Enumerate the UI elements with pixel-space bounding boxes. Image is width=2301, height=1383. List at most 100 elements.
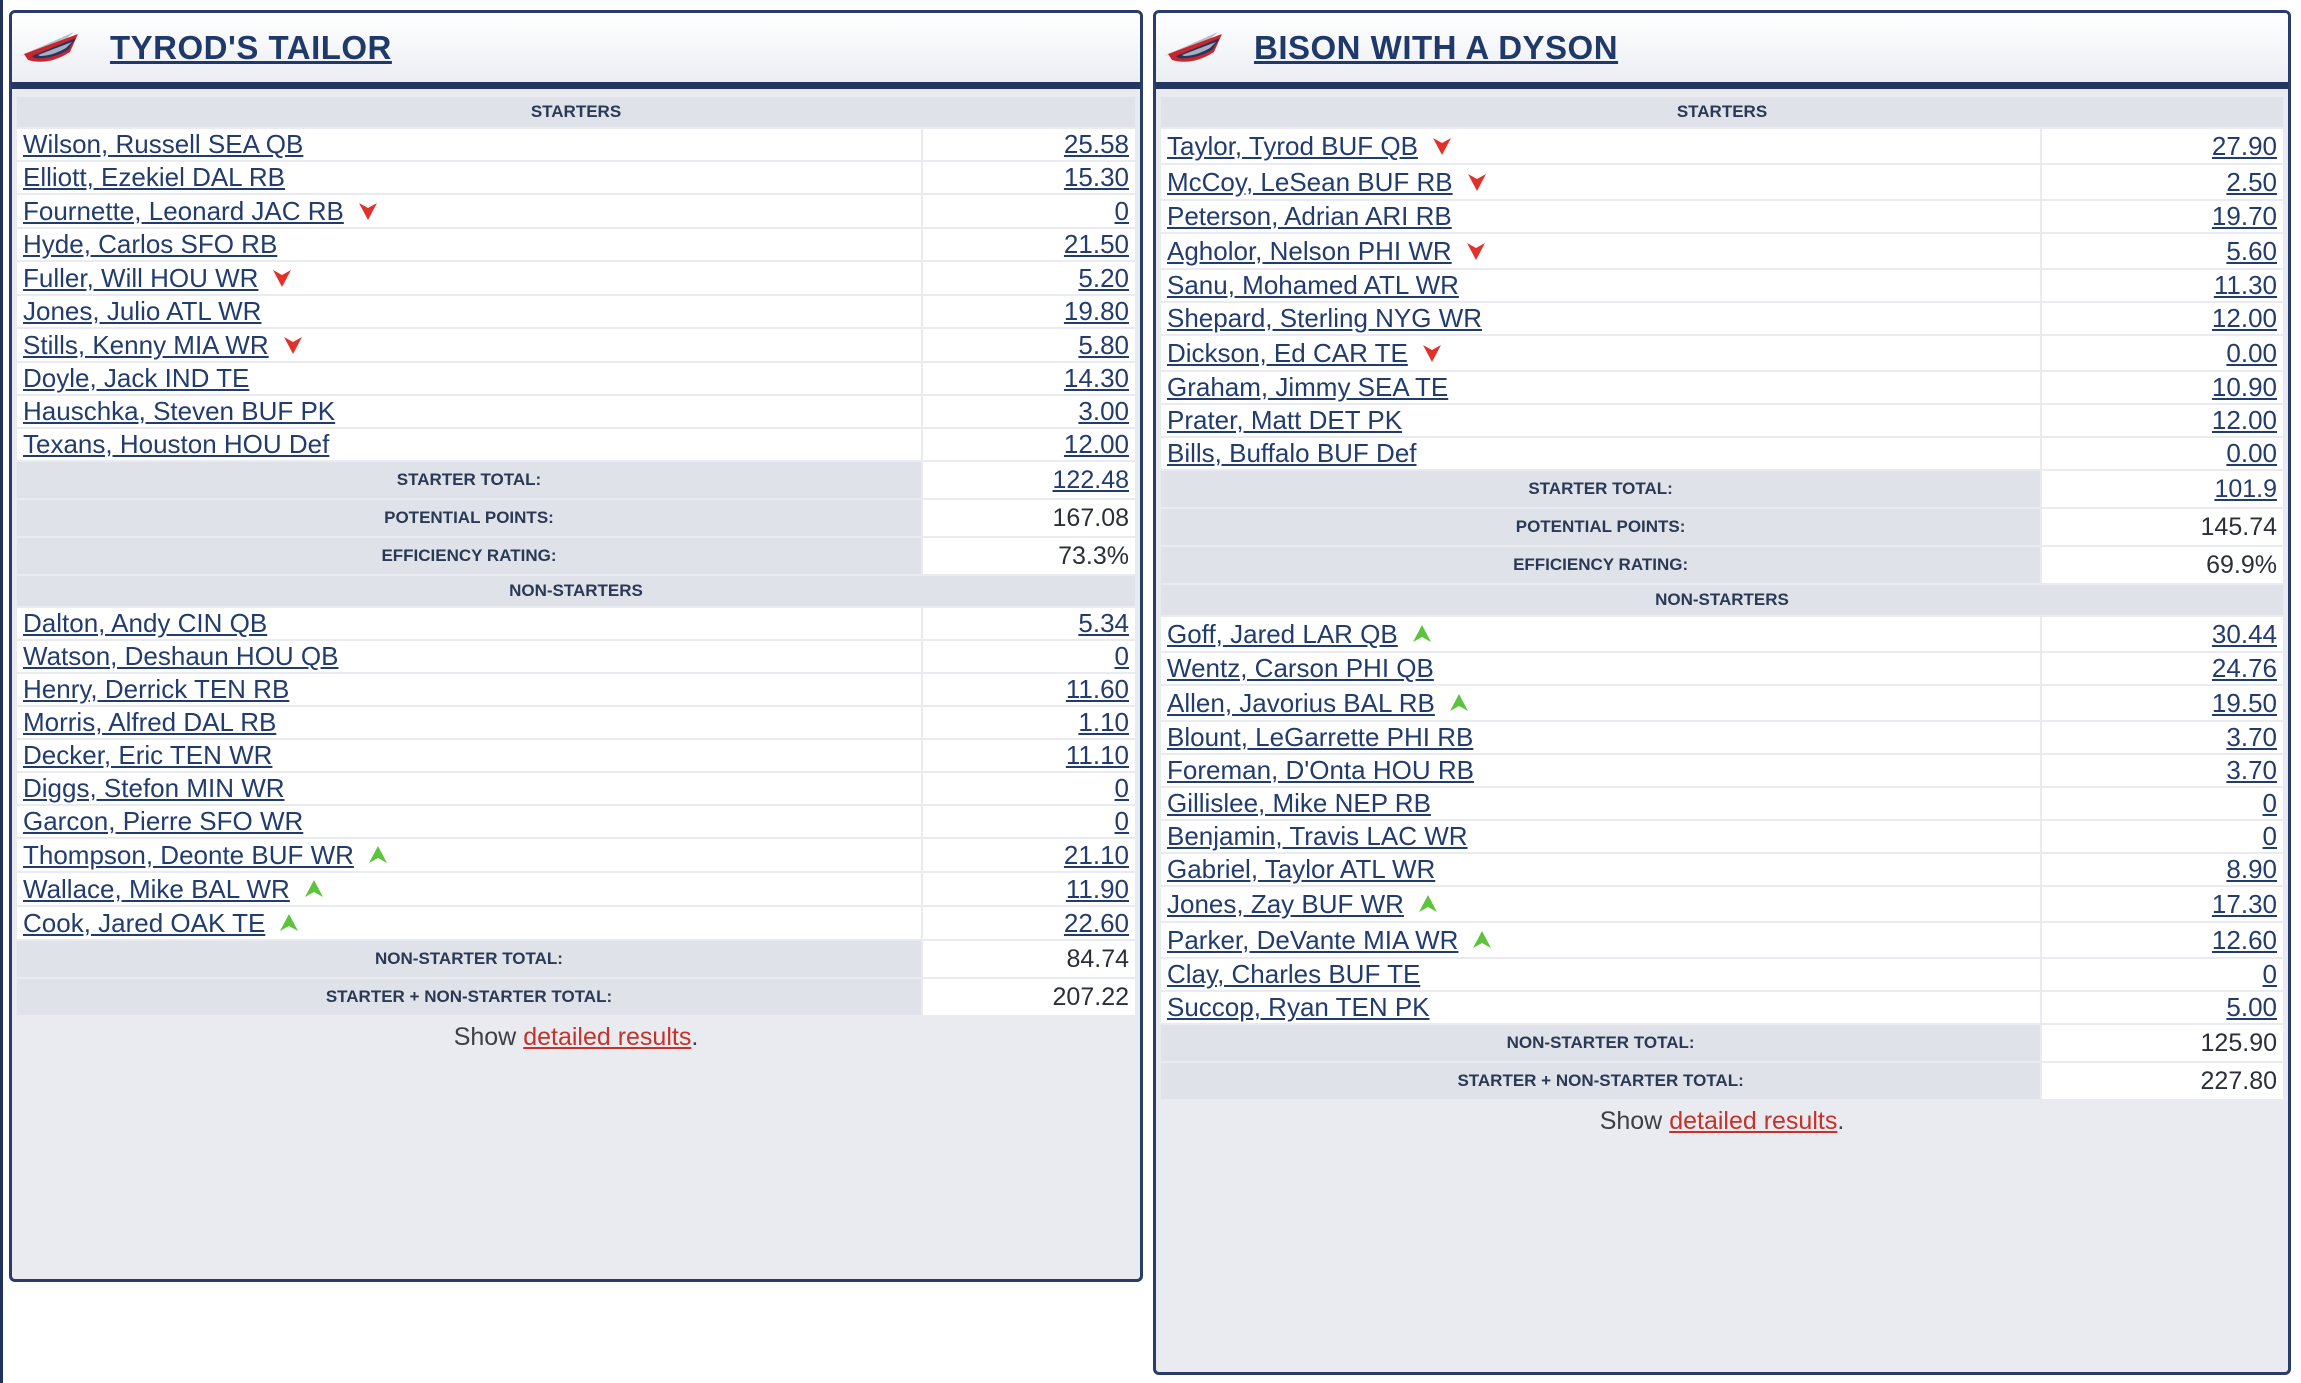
detailed-results-link[interactable]: detailed results bbox=[1669, 1107, 1838, 1135]
points-cell: 22.60 bbox=[922, 907, 1135, 939]
player-points-link[interactable]: 24.76 bbox=[2211, 653, 2277, 683]
player-name-link[interactable]: Elliott, Ezekiel DAL RB bbox=[23, 162, 286, 192]
player-points-link[interactable]: 0 bbox=[2262, 821, 2277, 851]
player-row: Foreman, D'Onta HOU RB 3.70 bbox=[1161, 755, 2283, 786]
player-points-link[interactable]: 25.58 bbox=[1063, 129, 1129, 159]
player-name-link[interactable]: Thompson, Deonte BUF WR bbox=[23, 839, 354, 870]
player-name-link[interactable]: Taylor, Tyrod BUF QB bbox=[1167, 130, 1418, 161]
player-points-link[interactable]: 11.90 bbox=[1065, 873, 1129, 904]
player-name-link[interactable]: Jones, Zay BUF WR bbox=[1167, 888, 1404, 919]
player-points-link[interactable]: 12.00 bbox=[2211, 405, 2277, 435]
player-name-link[interactable]: Decker, Eric TEN WR bbox=[23, 740, 273, 770]
player-name-link[interactable]: Parker, DeVante MIA WR bbox=[1167, 924, 1459, 955]
player-points-link[interactable]: 11.30 bbox=[2213, 270, 2277, 300]
player-points-link[interactable]: 0.00 bbox=[2226, 438, 2277, 468]
player-points-link[interactable]: 0 bbox=[2262, 959, 2277, 989]
player-name-link[interactable]: Prater, Matt DET PK bbox=[1167, 405, 1403, 435]
player-points-link[interactable]: 19.80 bbox=[1063, 296, 1129, 326]
player-name-link[interactable]: Jones, Julio ATL WR bbox=[23, 296, 262, 326]
player-points-link[interactable]: 15.30 bbox=[1063, 162, 1129, 192]
player-points-link[interactable]: 0 bbox=[1114, 773, 1129, 803]
player-points-link[interactable]: 19.50 bbox=[2211, 687, 2277, 718]
player-points-link[interactable]: 10.90 bbox=[2211, 372, 2277, 402]
starter-total-link[interactable]: 101.9 bbox=[2214, 474, 2277, 503]
team-name-link[interactable]: TYROD'S TAILOR bbox=[110, 28, 392, 66]
player-name-link[interactable]: Shepard, Sterling NYG WR bbox=[1167, 303, 1483, 333]
player-name-link[interactable]: Dickson, Ed CAR TE bbox=[1167, 337, 1408, 368]
player-points-link[interactable]: 3.00 bbox=[1078, 396, 1129, 426]
player-points-link[interactable]: 11.60 bbox=[1065, 674, 1129, 704]
player-name-link[interactable]: Wilson, Russell SEA QB bbox=[23, 129, 304, 159]
player-name-link[interactable]: McCoy, LeSean BUF RB bbox=[1167, 166, 1453, 197]
player-name-link[interactable]: Hyde, Carlos SFO RB bbox=[23, 229, 278, 259]
player-points-link[interactable]: 12.00 bbox=[2211, 303, 2277, 333]
player-points-link[interactable]: 27.90 bbox=[2211, 130, 2277, 161]
player-points-link[interactable]: 8.90 bbox=[2226, 854, 2277, 884]
player-points-link[interactable]: 14.30 bbox=[1063, 363, 1129, 393]
player-points-link[interactable]: 0 bbox=[1114, 195, 1129, 226]
player-name-link[interactable]: Sanu, Mohamed ATL WR bbox=[1167, 270, 1459, 300]
points-cell: 0 bbox=[2042, 959, 2283, 990]
player-points-link[interactable]: 19.70 bbox=[2211, 201, 2277, 231]
player-name-link[interactable]: Benjamin, Travis LAC WR bbox=[1167, 821, 1468, 851]
player-name-link[interactable]: Succop, Ryan TEN PK bbox=[1167, 992, 1430, 1022]
potential-points-value: 145.74 bbox=[2042, 509, 2283, 545]
player-points-link[interactable]: 2.50 bbox=[2226, 166, 2277, 197]
player-name-link[interactable]: Hauschka, Steven BUF PK bbox=[23, 396, 336, 426]
starter-total-link[interactable]: 122.48 bbox=[1052, 465, 1129, 494]
player-name-link[interactable]: Gabriel, Taylor ATL WR bbox=[1167, 854, 1436, 884]
player-points-link[interactable]: 22.60 bbox=[1063, 907, 1129, 938]
player-name-link[interactable]: Doyle, Jack IND TE bbox=[23, 363, 250, 393]
points-cell: 19.80 bbox=[922, 296, 1135, 327]
player-name-link[interactable]: Gillislee, Mike NEP RB bbox=[1167, 788, 1431, 818]
player-name-link[interactable]: Garcon, Pierre SFO WR bbox=[23, 806, 304, 836]
player-points-link[interactable]: 11.10 bbox=[1065, 740, 1129, 770]
player-points-link[interactable]: 17.30 bbox=[2211, 888, 2277, 919]
player-name-link[interactable]: Diggs, Stefon MIN WR bbox=[23, 773, 285, 803]
points-cell: 11.90 bbox=[922, 873, 1135, 905]
player-points-link[interactable]: 3.70 bbox=[2226, 722, 2277, 752]
player-name-link[interactable]: Bills, Buffalo BUF Def bbox=[1167, 438, 1417, 468]
player-points-link[interactable]: 5.00 bbox=[2226, 992, 2277, 1022]
player-name-link[interactable]: Fuller, Will HOU WR bbox=[23, 262, 259, 293]
player-name-link[interactable]: Morris, Alfred DAL RB bbox=[23, 707, 277, 737]
player-name-link[interactable]: Watson, Deshaun HOU QB bbox=[23, 641, 339, 671]
player-points-link[interactable]: 5.80 bbox=[1078, 329, 1129, 360]
player-row: Thompson, Deonte BUF WR 21.10 bbox=[17, 839, 1135, 871]
player-name-link[interactable]: Graham, Jimmy SEA TE bbox=[1167, 372, 1449, 402]
player-name-link[interactable]: Foreman, D'Onta HOU RB bbox=[1167, 755, 1474, 785]
player-points-link[interactable]: 0.00 bbox=[2226, 337, 2277, 368]
player-points-link[interactable]: 1.10 bbox=[1078, 707, 1129, 737]
player-name-link[interactable]: Allen, Javorius BAL RB bbox=[1167, 687, 1435, 718]
player-name-link[interactable]: Clay, Charles BUF TE bbox=[1167, 959, 1421, 989]
player-name-link[interactable]: Henry, Derrick TEN RB bbox=[23, 674, 290, 704]
player-points-link[interactable]: 5.34 bbox=[1078, 608, 1129, 638]
player-points-link[interactable]: 3.70 bbox=[2226, 755, 2277, 785]
player-points-link[interactable]: 12.00 bbox=[1063, 429, 1129, 459]
player-name-link[interactable]: Fournette, Leonard JAC RB bbox=[23, 195, 344, 226]
player-name-link[interactable]: Wentz, Carson PHI QB bbox=[1167, 653, 1434, 683]
player-points-link[interactable]: 12.60 bbox=[2211, 924, 2277, 955]
player-points-link[interactable]: 0 bbox=[1114, 641, 1129, 671]
team-panel-left: TYROD'S TAILOR STARTERS Wilson, Russell … bbox=[9, 10, 1143, 1282]
player-name-link[interactable]: Agholor, Nelson PHI WR bbox=[1167, 235, 1452, 266]
player-name-link[interactable]: Dalton, Andy CIN QB bbox=[23, 608, 268, 638]
player-points-link[interactable]: 0 bbox=[1114, 806, 1129, 836]
player-name-link[interactable]: Goff, Jared LAR QB bbox=[1167, 618, 1398, 649]
starters-list: Wilson, Russell SEA QB 25.58 Elliott, Ezek… bbox=[17, 129, 1135, 460]
player-name-link[interactable]: Cook, Jared OAK TE bbox=[23, 907, 266, 938]
player-name-link[interactable]: Stills, Kenny MIA WR bbox=[23, 329, 269, 360]
detailed-results-link[interactable]: detailed results bbox=[523, 1023, 692, 1051]
player-points-link[interactable]: 5.20 bbox=[1078, 262, 1129, 293]
player-points-link[interactable]: 30.44 bbox=[2211, 618, 2277, 649]
player-points-link[interactable]: 0 bbox=[2262, 788, 2277, 818]
player-name-link[interactable]: Peterson, Adrian ARI RB bbox=[1167, 201, 1452, 231]
player-points-link[interactable]: 5.60 bbox=[2226, 235, 2277, 266]
player-name-link[interactable]: Blount, LeGarrette PHI RB bbox=[1167, 722, 1474, 752]
player-points-link[interactable]: 21.10 bbox=[1063, 839, 1129, 870]
team-name-link[interactable]: BISON WITH A DYSON bbox=[1254, 28, 1619, 66]
player-name-link[interactable]: Wallace, Mike BAL WR bbox=[23, 873, 290, 904]
player-name-link[interactable]: Texans, Houston HOU Def bbox=[23, 429, 330, 459]
player-points-link[interactable]: 21.50 bbox=[1063, 229, 1129, 259]
player-row: Bills, Buffalo BUF Def 0.00 bbox=[1161, 438, 2283, 469]
